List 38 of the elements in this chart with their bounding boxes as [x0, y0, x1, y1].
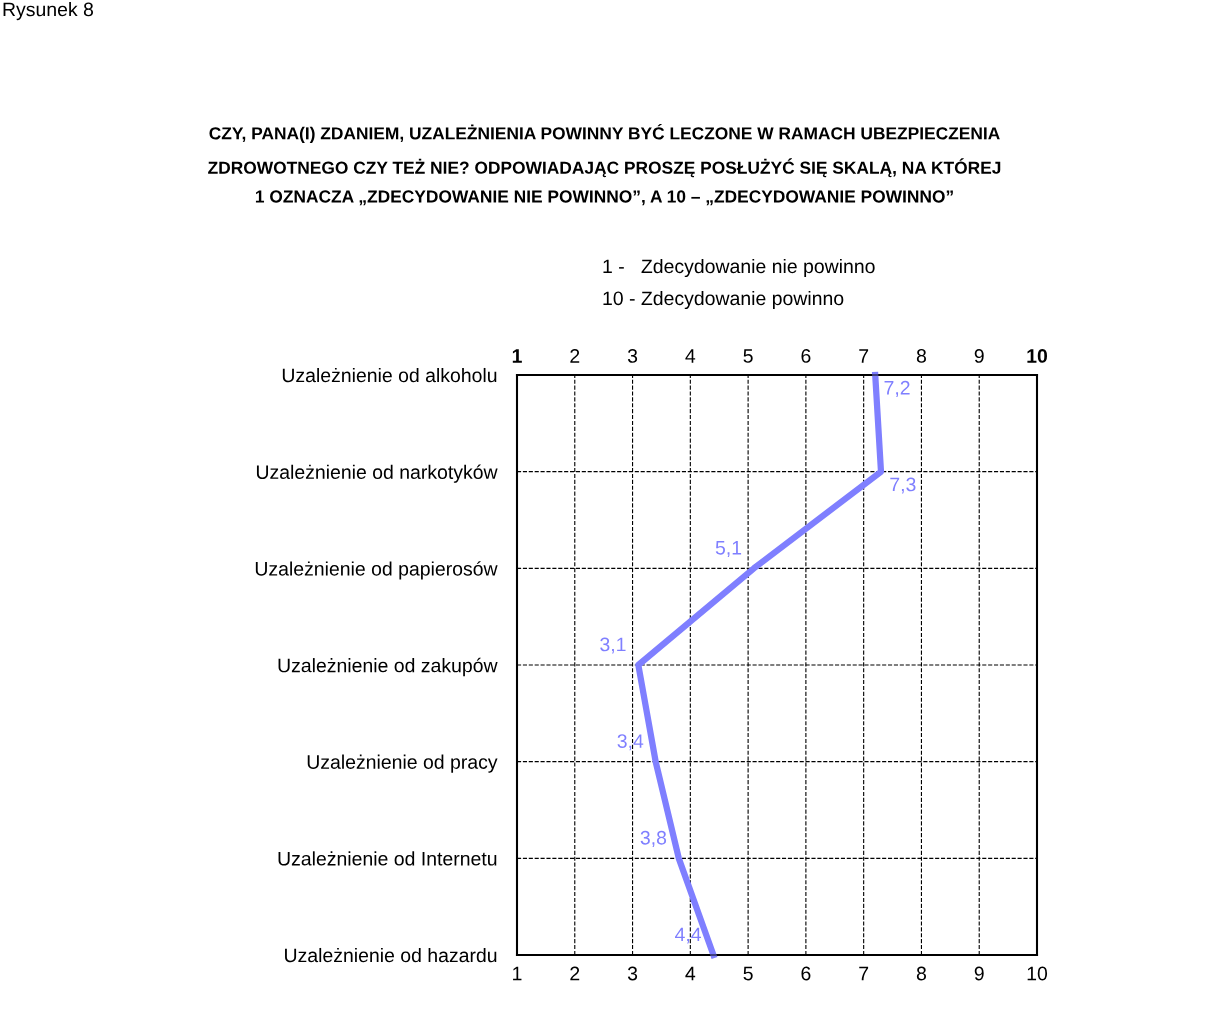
data-label: 3,8: [640, 830, 667, 847]
x2-tick-label: 7: [859, 349, 869, 363]
x-tick-label: 1: [513, 966, 522, 981]
x2-tick-label: 8: [916, 349, 927, 363]
data-label: 5,1: [715, 541, 742, 557]
x2-tick-label: 6: [801, 349, 811, 363]
y-tick-label: Uzależnienie od alkoholu: [282, 367, 497, 383]
x2-tick-label: 5: [743, 349, 753, 363]
x-tick-label: 9: [974, 966, 984, 981]
x2-tick-label: 2: [570, 349, 580, 363]
x-tick-label: 10: [1027, 966, 1048, 981]
y-tick-label: Uzależnienie od Internetu: [278, 851, 497, 866]
data-label: 3,1: [600, 637, 626, 654]
x-tick-label: 5: [743, 966, 753, 981]
x2-tick-label: 9: [974, 349, 984, 363]
data-label: 7,2: [884, 380, 910, 397]
x-tick-label: 3: [627, 966, 638, 981]
x-tick-label: 2: [570, 966, 580, 981]
data-label: 4,4: [675, 927, 702, 944]
data-label: 7,3: [890, 477, 916, 494]
x2-tick-label: 3: [627, 349, 638, 363]
data-label: 3,4: [617, 734, 644, 751]
text: 10 - Zdecydowanie powinno: [603, 290, 844, 310]
x-tick-label: 6: [801, 966, 811, 981]
x2-tick-label: 4: [685, 349, 696, 363]
text: 1 - Zdecydowanie nie powinno: [603, 258, 875, 278]
y-tick-label: Uzależnienie od pracy: [307, 754, 498, 773]
text: Rysunek 8: [3, 2, 94, 21]
x-tick-label: 8: [916, 966, 927, 981]
y-tick-label: Uzależnienie od zakupów: [278, 657, 498, 677]
y-tick-label: Uzależnienie od narkotyków: [256, 464, 498, 483]
x2-tick-label: 1: [512, 349, 522, 363]
x-tick-label: 7: [859, 966, 869, 981]
x2-tick-label: 10: [1027, 349, 1048, 363]
y-tick-label: Uzależnienie od hazardu: [285, 947, 497, 963]
x-tick-label: 4: [685, 966, 696, 981]
y-tick-label: Uzależnienie od papierosów: [255, 561, 498, 580]
chart-title: CZY, PANA(I) ZDANIEM, UZALEŻNIENIA POWINNY BYĆ LECZONE W RAMACH UBEZPIECZENIA ZDROWOTNEGO CZY TEŻ NIE? ODPOWIADAJĄC PROSZĘ POSŁUŻYĆ SIĘ SKALĄ, NA KTÓREJ 1 OZNACZA „ZDECYDOWANIE NIE POWINNO”, A 10 – „ZDECYDOWANIE POWINNO”: [208, 123, 1001, 206]
